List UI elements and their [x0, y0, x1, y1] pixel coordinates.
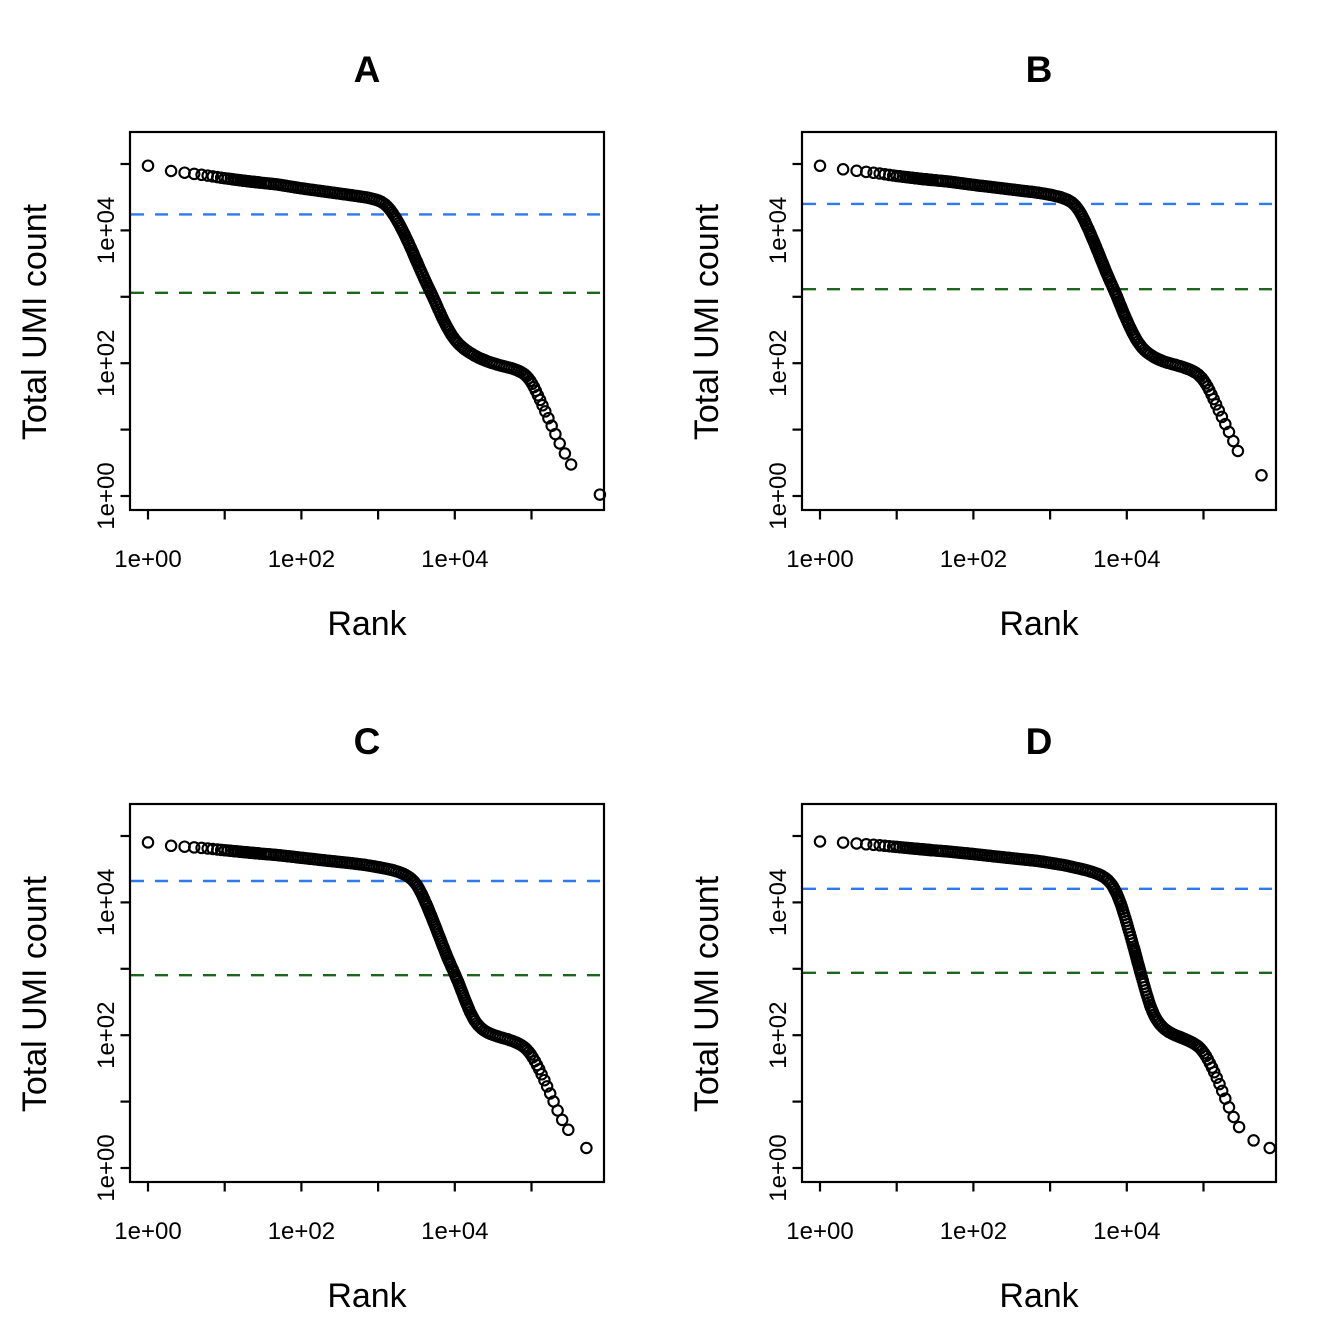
plot-box: [800, 802, 1278, 1184]
panel-title-d: D: [1025, 721, 1053, 762]
x-tick-label: 1e+00: [114, 546, 181, 573]
y-tick-label: 1e+04: [93, 197, 120, 264]
y-tick-label: 1e+00: [93, 462, 120, 529]
panel-b: 1e+00 1e+02 1e+04 1e+00 1e+02 1e+04 B Rank To…: [672, 0, 1344, 672]
y-tick-label: 1e+04: [765, 869, 792, 936]
panel-title-b: B: [1025, 49, 1053, 90]
panel-c: 1e+00 1e+02 1e+04 1e+00 1e+02 1e+04 C Rank To…: [0, 672, 672, 1344]
y-tick-label: 1e+02: [93, 1001, 120, 1068]
x-axis-label-b: Rank: [999, 605, 1079, 643]
plot-box: [128, 130, 606, 512]
y-tick-label: 1e+00: [765, 462, 792, 529]
panel-title-c: C: [353, 721, 381, 762]
y-tick-label: 1e+02: [765, 329, 792, 396]
y-axis-label-d: Total UMI count: [688, 875, 726, 1113]
plot-area-b: 1e+00 1e+02 1e+04 1e+00 1e+02 1e+04: [765, 130, 1278, 573]
plot-area-c: 1e+00 1e+02 1e+04 1e+00 1e+02 1e+04: [93, 802, 606, 1245]
barcode-points: [813, 835, 1276, 1155]
x-tick-label: 1e+00: [114, 1218, 181, 1245]
y-tick-label: 1e+04: [765, 197, 792, 264]
plot-area-d: 1e+00 1e+02 1e+04 1e+00 1e+02 1e+04: [765, 802, 1278, 1245]
x-axis-label-d: Rank: [999, 1277, 1079, 1315]
barcode-points: [141, 159, 607, 501]
y-tick-label: 1e+04: [93, 869, 120, 936]
x-tick-label: 1e+04: [421, 1218, 488, 1245]
barcode-points: [141, 836, 593, 1155]
x-tick-label: 1e+02: [940, 546, 1007, 573]
panel-title-a: A: [353, 49, 381, 90]
y-tick-label: 1e+00: [93, 1134, 120, 1201]
y-axis-label-c: Total UMI count: [16, 875, 54, 1113]
x-tick-label: 1e+00: [786, 1218, 853, 1245]
y-tick-label: 1e+02: [765, 1001, 792, 1068]
y-axis-label-b: Total UMI count: [688, 203, 726, 441]
x-tick-label: 1e+04: [1093, 546, 1160, 573]
x-tick-label: 1e+04: [421, 546, 488, 573]
x-tick-label: 1e+02: [268, 1218, 335, 1245]
x-tick-label: 1e+02: [268, 546, 335, 573]
y-axis-label-a: Total UMI count: [16, 203, 54, 441]
plot-area-a: 1e+00 1e+02 1e+04 1e+00 1e+02 1e+04: [93, 130, 607, 573]
x-tick-label: 1e+04: [1093, 1218, 1160, 1245]
y-tick-label: 1e+02: [93, 329, 120, 396]
plot-box: [128, 802, 606, 1184]
panel-a: 1e+00 1e+02 1e+04 1e+00 1e+02 1e+04 A Rank To…: [0, 0, 672, 672]
plot-box: [800, 130, 1278, 512]
panel-d: 1e+00 1e+02 1e+04 1e+00 1e+02 1e+04 D Rank To…: [672, 672, 1344, 1344]
x-axis-label-a: Rank: [327, 605, 407, 643]
barcode-points: [813, 159, 1268, 482]
x-tick-label: 1e+02: [940, 1218, 1007, 1245]
x-tick-label: 1e+00: [786, 546, 853, 573]
x-axis-label-c: Rank: [327, 1277, 407, 1315]
y-tick-label: 1e+00: [765, 1134, 792, 1201]
